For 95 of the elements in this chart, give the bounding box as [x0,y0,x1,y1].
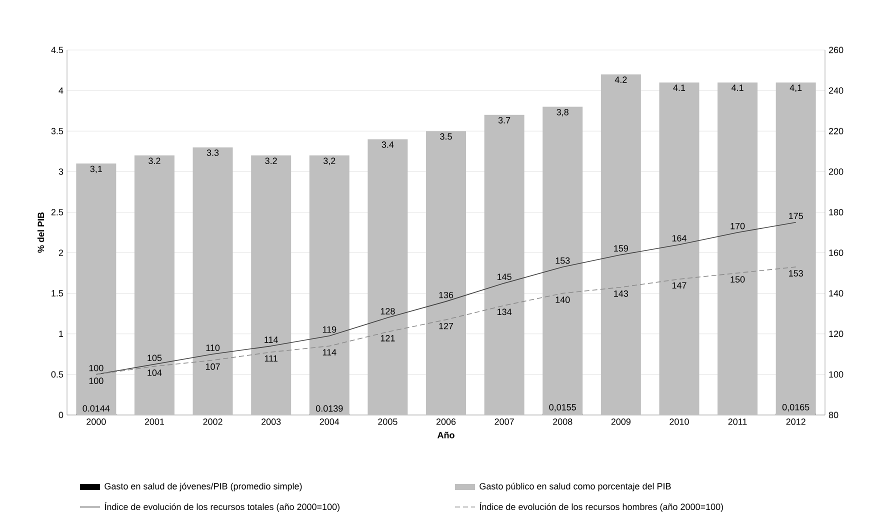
y-tick-label: 1 [59,330,64,337]
bar [368,139,408,415]
data-label: 105 [148,354,162,362]
data-label: 0,0165 [782,404,810,412]
y-tick-label: 4 [58,87,64,94]
data-label: 100 [89,364,104,372]
data-label: 3.4 [382,141,394,148]
data-label: 121 [380,335,395,342]
data-label: 170 [730,222,745,230]
bar [192,147,233,415]
data-label: 127 [439,322,454,330]
x-tick-label: 2002 [203,418,222,425]
y-tick-label: 2.5 [51,209,64,216]
data-label: 140 [556,296,570,303]
data-label: 153 [556,257,570,264]
data-label: 150 [730,276,745,283]
bar [776,82,816,415]
y2-tick-label: 80 [828,412,838,418]
bar [600,74,641,415]
y2-tick-label: 240 [828,87,844,94]
data-label: 136 [439,292,454,298]
bar [542,106,583,415]
legend-label: Índice de evolución de los recursos totales (año 2000=100) [104,502,340,512]
bar [76,164,116,415]
x-tick-label: 2005 [378,418,398,425]
y-axis-title: % del PIB [37,212,44,253]
y-tick-label: 4.5 [51,46,64,54]
data-label: 3.3 [206,150,219,156]
x-tick-label: 2011 [728,418,747,425]
y2-tick-label: 160 [829,250,844,256]
y2-tick-label: 200 [828,168,844,175]
data-label: 3.5 [440,133,452,140]
y2-tick-label: 260 [828,46,844,54]
x-tick-label: 2003 [262,418,281,425]
bar [659,82,700,415]
x-tick-label: 2004 [320,418,340,425]
x-tick-label: 2007 [494,418,514,425]
y-tick-label: 1.5 [52,290,64,296]
y2-tick-label: 120 [829,330,844,338]
data-label: 4.1 [673,84,686,91]
y-tick-label: 3 [58,168,64,175]
data-label: 159 [614,245,628,252]
legend-label: Gasto público en salud como porcentaje del PIB [480,482,671,492]
data-label: 114 [322,349,336,356]
data-label: 3,8 [556,108,568,116]
x-tick-label: 2008 [553,418,572,425]
y2-tick-label: 100 [829,371,844,378]
data-label: 143 [614,290,628,297]
x-axis-title: Año [437,432,454,438]
data-label: 107 [206,363,220,370]
data-label: 3.7 [498,117,510,124]
bar [309,155,350,415]
data-label: 175 [789,212,803,220]
y2-tick-label: 220 [828,128,844,134]
data-label: 153 [789,270,803,277]
y-tick-label: 2 [58,250,64,256]
data-label: 0,0155 [549,404,576,412]
data-label: 104 [148,370,162,376]
bar [484,114,524,415]
bar [426,131,466,415]
x-tick-label: 2000 [86,418,106,425]
data-label: 100 [89,378,104,384]
bar [718,82,758,415]
legend-label: Índice de evolución de los recursos hombres (año 2000=100) [480,502,723,512]
legend-label: Gasto en salud de jóvenes/PIB (promedio simple) [104,482,302,492]
data-label: 110 [206,344,220,351]
data-label: 3.2 [265,158,277,164]
data-label: 3.2 [148,158,160,164]
y2-tick-label: 140 [829,290,844,297]
x-tick-label: 2010 [670,418,689,425]
data-label: 114 [264,336,278,343]
data-label: 145 [497,274,512,280]
x-tick-label: 2012 [786,418,806,425]
y-tick-label: 0 [58,412,64,418]
bar [134,155,174,415]
data-label: 119 [322,326,336,333]
y-tick-label: 0.5 [51,371,64,378]
data-label: 3,1 [90,166,102,174]
data-label: 111 [264,355,278,362]
data-label: 128 [380,308,395,314]
data-label: 4.1 [731,84,744,91]
data-label: 0.0139 [316,405,343,412]
data-label: 4.2 [614,76,627,83]
data-label: 0.0144 [82,405,110,412]
data-label: 134 [497,308,512,316]
data-label: 147 [672,282,686,289]
data-label: 3,2 [323,158,336,166]
x-tick-label: 2001 [144,418,164,425]
x-tick-label: 2009 [611,418,631,425]
y-tick-label: 3.5 [51,128,64,134]
y2-tick-label: 180 [829,209,844,216]
bar [251,155,292,415]
x-tick-label: 2006 [436,418,456,425]
data-label: 4,1 [790,84,802,92]
data-label: 164 [672,235,686,242]
